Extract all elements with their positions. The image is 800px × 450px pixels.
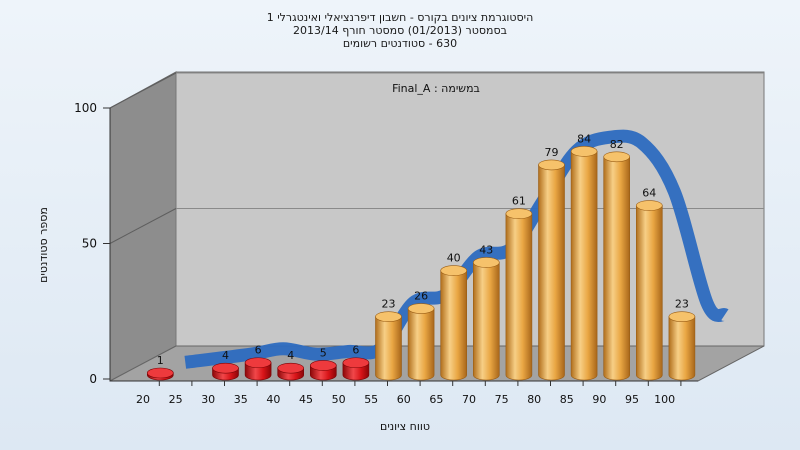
chart-title-line-3: 630 - סטודנטים רשומים bbox=[343, 37, 457, 50]
x-tick-label: 35 bbox=[234, 393, 248, 406]
x-tick-label: 55 bbox=[364, 393, 378, 406]
gridlines bbox=[109, 72, 764, 244]
x-tick-label: 45 bbox=[299, 393, 313, 406]
trend-ribbon bbox=[184, 129, 729, 369]
data-label: 64 bbox=[642, 187, 656, 200]
bar-body bbox=[668, 316, 696, 381]
data-label: 23 bbox=[382, 298, 396, 311]
bar-body bbox=[440, 270, 467, 381]
bar-top bbox=[603, 151, 631, 163]
x-tick-label: 85 bbox=[560, 393, 574, 406]
bar-body bbox=[473, 262, 500, 381]
bar-top bbox=[635, 200, 663, 211]
y-tick-label: 100 bbox=[74, 101, 97, 115]
y-tick-label: 50 bbox=[82, 237, 97, 251]
bar-body bbox=[407, 308, 435, 381]
bar bbox=[440, 265, 468, 381]
x-tick-label: 95 bbox=[625, 393, 639, 406]
grid-line-left bbox=[109, 72, 177, 109]
data-label: 61 bbox=[512, 195, 526, 208]
x-tick-label: 40 bbox=[266, 393, 280, 406]
task-annotation: Final_A : במשימה bbox=[392, 82, 480, 95]
bar bbox=[538, 159, 565, 381]
y-tick-label: 0 bbox=[89, 372, 97, 386]
bar-body bbox=[375, 316, 402, 381]
x-tick-label: 70 bbox=[462, 393, 476, 406]
data-label: 82 bbox=[610, 138, 624, 151]
bar-body bbox=[603, 156, 630, 381]
x-tick-label: 60 bbox=[397, 393, 411, 406]
bar-top bbox=[244, 357, 272, 369]
data-label: 40 bbox=[447, 252, 461, 265]
data-label: 79 bbox=[545, 146, 559, 159]
data-label: 4 bbox=[287, 349, 294, 362]
bar bbox=[407, 303, 435, 381]
bar bbox=[603, 151, 631, 381]
bar bbox=[212, 362, 239, 381]
data-label: 43 bbox=[479, 243, 493, 256]
data-label: 4 bbox=[222, 349, 229, 362]
bar-top bbox=[505, 208, 533, 219]
bar bbox=[505, 208, 533, 381]
bar bbox=[147, 367, 174, 381]
x-axis-title: טווח ציונים bbox=[380, 420, 430, 433]
bar bbox=[375, 311, 402, 381]
bar-top bbox=[472, 257, 500, 268]
bar-top bbox=[277, 362, 305, 374]
bar bbox=[244, 357, 272, 381]
x-tick-label: 75 bbox=[495, 393, 509, 406]
bar-top bbox=[440, 265, 468, 276]
bar bbox=[309, 360, 337, 381]
grid-line-left bbox=[109, 208, 177, 244]
bar bbox=[342, 357, 370, 381]
data-label: 6 bbox=[255, 344, 262, 357]
x-tick-label: 80 bbox=[527, 393, 541, 406]
bar bbox=[472, 257, 500, 381]
bar-top bbox=[342, 357, 370, 369]
bar bbox=[277, 362, 305, 381]
bar-top bbox=[212, 362, 239, 374]
bar bbox=[635, 200, 663, 381]
x-tick-label: 25 bbox=[169, 393, 183, 406]
data-label: 26 bbox=[414, 290, 428, 303]
data-label: 1 bbox=[157, 354, 164, 367]
x-tick-label: 90 bbox=[592, 393, 606, 406]
chart-title-line-2: בסמסטר (01/2013) סמסטר חורף 2013/14 bbox=[293, 24, 507, 37]
bar-body bbox=[538, 164, 565, 381]
bar-top bbox=[147, 367, 174, 379]
bar-top bbox=[309, 360, 337, 371]
bar-top bbox=[538, 159, 565, 171]
y-axis-title: מספר סטודנטים bbox=[37, 207, 50, 283]
x-tick-label: 20 bbox=[136, 393, 150, 406]
bar-body bbox=[636, 205, 663, 381]
x-tick-label: 100 bbox=[654, 393, 675, 406]
bar-body bbox=[505, 213, 533, 381]
bar-top bbox=[570, 146, 598, 157]
bar bbox=[570, 146, 598, 381]
data-label: 84 bbox=[577, 132, 591, 145]
bar bbox=[668, 311, 696, 381]
data-label: 23 bbox=[675, 298, 689, 311]
trend-line bbox=[184, 129, 729, 369]
data-label: 5 bbox=[320, 346, 327, 359]
data-label: 6 bbox=[352, 344, 359, 357]
bar-top bbox=[375, 311, 402, 322]
x-tick-label: 65 bbox=[429, 393, 443, 406]
chart-title-line-1: היסטוגרמת ציונים בקורס - חשבון דיפרנציאל… bbox=[267, 11, 534, 24]
bar-top bbox=[407, 303, 435, 314]
x-tick-label: 50 bbox=[332, 393, 346, 406]
bar-top bbox=[668, 311, 696, 322]
bar-body bbox=[570, 151, 598, 381]
x-tick-label: 30 bbox=[201, 393, 215, 406]
